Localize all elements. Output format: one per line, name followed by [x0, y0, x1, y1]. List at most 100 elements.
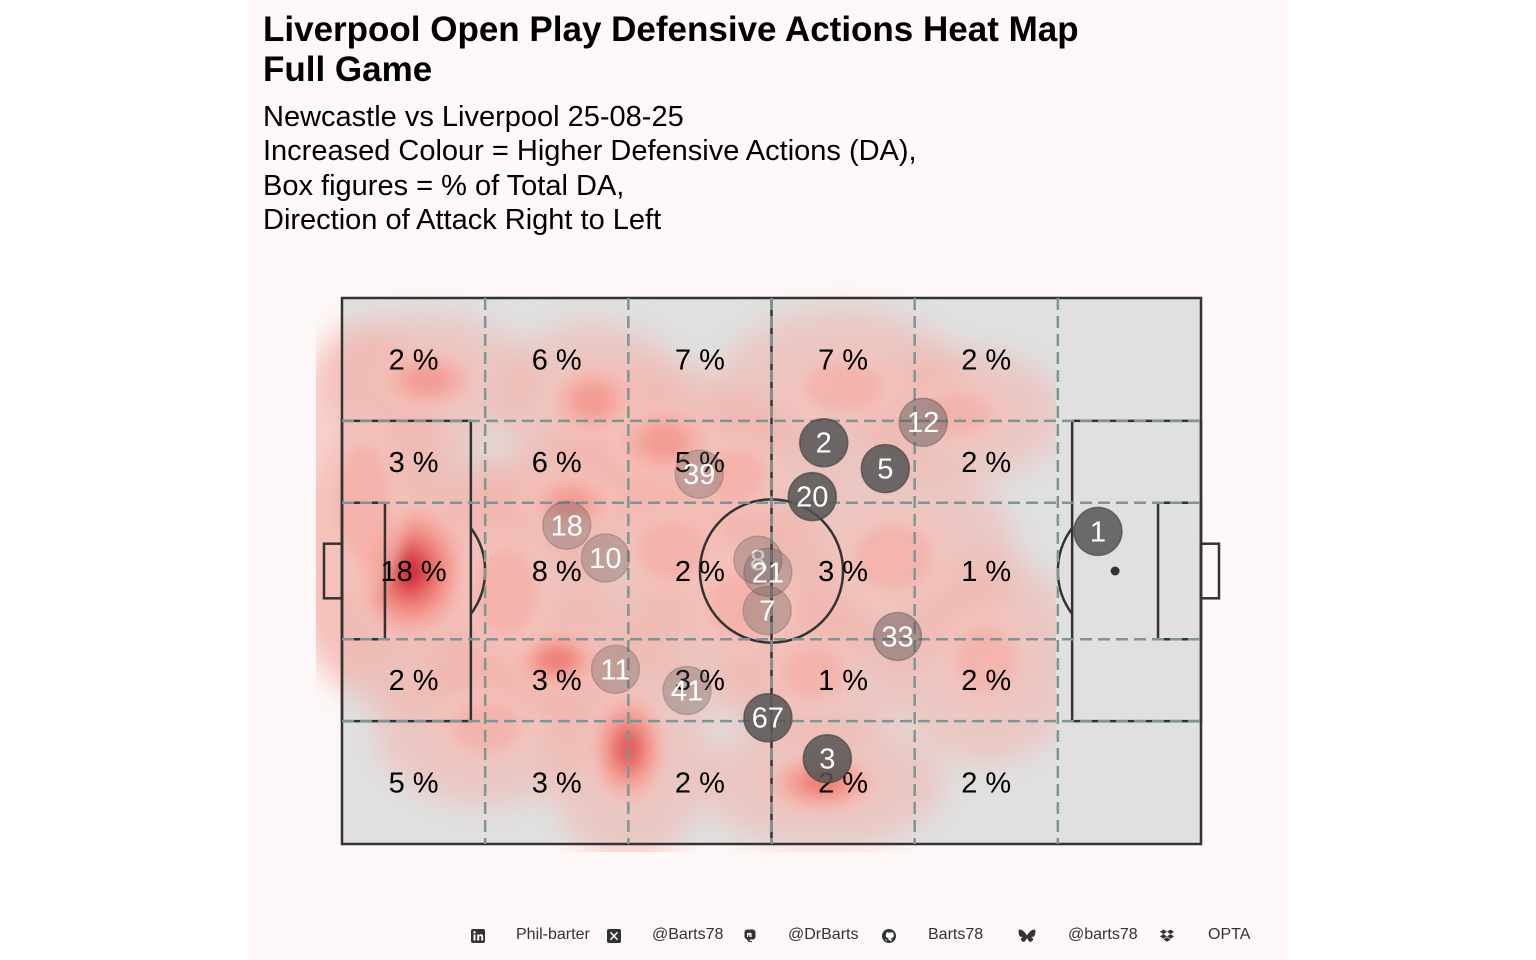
heat-level-15-1 — [450, 703, 520, 753]
heat-level-16-1 — [705, 450, 766, 501]
player-marker-7: 7 — [742, 585, 792, 636]
player-marker-2: 2 — [799, 417, 849, 468]
zone-label-r4-c4: 2 % — [961, 768, 1011, 800]
player-marker-3: 3 — [802, 733, 853, 784]
linkedin-icon — [470, 928, 486, 944]
zone-label-r0-c2: 7 % — [675, 344, 725, 376]
right-penalty-spot — [1110, 566, 1120, 576]
zone-label-r4-c1: 3 % — [532, 768, 582, 800]
player-dot-41 — [662, 665, 712, 716]
zone-label-r0-c0: 2 % — [389, 344, 439, 376]
zone-label-r1-c4: 2 % — [961, 447, 1011, 479]
zone-label-r4-c2: 2 % — [675, 768, 725, 800]
zone-label-r1-c2: 5 % — [675, 447, 725, 479]
footer-credits: Phil-barter @Barts78 @DrBarts Barts78 @b… — [0, 924, 1536, 948]
zone-label-r3-c3: 1 % — [818, 665, 868, 697]
heat-level-3-3 — [540, 648, 574, 672]
zone-label-r2-c3: 3 % — [818, 556, 868, 588]
footer-mastodon-label: @DrBarts — [788, 926, 859, 943]
footer-source-label: OPTA — [1208, 926, 1251, 943]
player-dot-10 — [580, 533, 631, 583]
footer-linkedin-label: Phil-barter — [516, 926, 590, 943]
player-marker-10: 10 — [580, 533, 631, 583]
heat-level-18-1 — [476, 550, 537, 633]
player-marker-67: 67 — [743, 692, 793, 743]
github-icon — [881, 928, 897, 944]
footer-github-label: Barts78 — [928, 926, 984, 943]
mastodon-icon — [742, 928, 758, 944]
heat-level-6-2 — [403, 365, 453, 395]
zone-label-r4-c0: 5 % — [389, 768, 439, 800]
player-number-41: 41 — [671, 675, 703, 707]
heat-level-13-1 — [804, 362, 882, 412]
player-number-67: 67 — [752, 703, 784, 735]
zone-label-r1-c1: 6 % — [532, 447, 582, 479]
player-marker-33: 33 — [872, 611, 923, 662]
heat-level-0-5 — [395, 553, 425, 589]
player-dot-12 — [898, 397, 949, 447]
heat-level-12-1 — [854, 524, 932, 591]
player-dot-11 — [590, 644, 641, 695]
player-number-8: 8 — [750, 545, 766, 577]
zone-label-r0-c1: 6 % — [532, 344, 582, 376]
player-dot-67 — [743, 692, 793, 743]
player-marker-1: 1 — [1073, 506, 1123, 557]
zone-label-r3-c0: 2 % — [389, 665, 439, 697]
subtitle-line-2: Increased Colour = Higher Defensive Acti… — [263, 135, 917, 167]
zone-label-r3-c1: 3 % — [532, 665, 582, 697]
player-marker-18: 18 — [542, 500, 592, 551]
player-number-11: 11 — [600, 654, 630, 686]
player-dot-21 — [743, 547, 793, 598]
chart-title-line2: Full Game — [263, 50, 433, 89]
heat-level-4-2 — [549, 488, 593, 518]
player-marker-21: 21 — [743, 547, 793, 598]
player-number-7: 7 — [759, 596, 775, 628]
player-dot-5 — [860, 443, 911, 494]
player-number-3: 3 — [819, 744, 835, 776]
player-dot-33 — [872, 611, 923, 662]
heat-level-9-1 — [923, 393, 992, 435]
zone-label-r3-c4: 2 % — [961, 665, 1011, 697]
dropbox-icon — [1159, 928, 1175, 944]
heat-level-14-1 — [784, 648, 845, 698]
player-dot-1 — [1073, 506, 1123, 557]
zone-label-r2-c0: 18 % — [381, 556, 447, 588]
player-dot-7 — [742, 585, 792, 636]
player-number-21: 21 — [752, 557, 784, 589]
player-marker-8: 8 — [733, 535, 783, 585]
player-dot-2 — [799, 417, 849, 468]
subtitle-line-3: Box figures = % of Total DA, — [263, 170, 625, 202]
player-marker-12: 12 — [898, 397, 949, 447]
zone-label-r2-c1: 8 % — [532, 556, 582, 588]
footer-x-label: @Barts78 — [652, 926, 724, 943]
player-dot-20 — [787, 471, 838, 522]
bluesky-icon — [1018, 928, 1036, 944]
heat-level-10-1 — [956, 626, 1017, 693]
zone-label-r3-c2: 3 % — [675, 665, 725, 697]
player-marker-20: 20 — [787, 471, 838, 522]
zone-label-r2-c4: 1 % — [961, 556, 1011, 588]
player-number-39: 39 — [683, 459, 715, 491]
player-number-5: 5 — [877, 454, 893, 486]
player-number-1: 1 — [1090, 516, 1106, 548]
heat-level-8-1 — [636, 521, 706, 580]
heat-level-11-1 — [708, 572, 778, 638]
player-marker-41: 41 — [662, 665, 712, 716]
player-number-12: 12 — [907, 407, 939, 439]
player-marker-11: 11 — [590, 644, 641, 695]
player-marker-5: 5 — [860, 443, 911, 494]
player-number-18: 18 — [551, 510, 583, 542]
player-dot-18 — [542, 500, 592, 551]
heat-level-5-2 — [571, 382, 615, 418]
zone-label-r0-c4: 2 % — [961, 344, 1011, 376]
chart-title-line1: Liverpool Open Play Defensive Actions He… — [263, 10, 1079, 49]
player-dot-39 — [674, 449, 724, 499]
player-number-20: 20 — [796, 482, 828, 514]
heat-level-7-2 — [639, 423, 689, 459]
subtitle-line-4: Direction of Attack Right to Left — [263, 204, 662, 236]
x-twitter-icon — [606, 928, 622, 944]
subtitle-line-1: Newcastle vs Liverpool 25-08-25 — [263, 101, 684, 133]
zone-label-r0-c3: 7 % — [818, 344, 868, 376]
player-dot-3 — [802, 733, 853, 784]
